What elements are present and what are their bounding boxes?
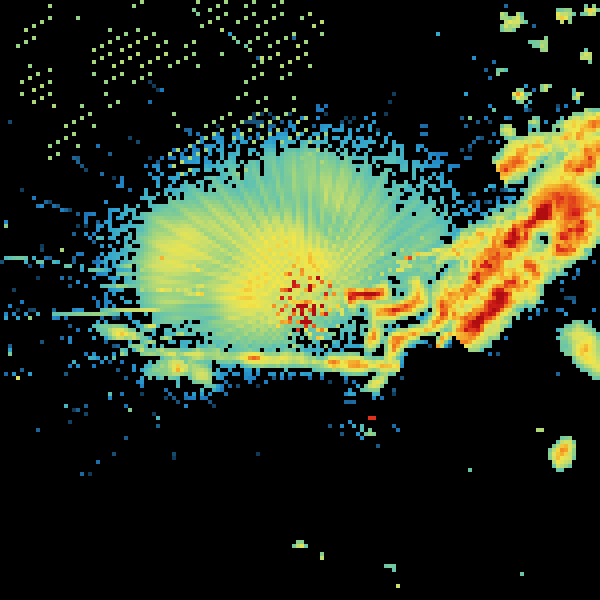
radar-display: Weather Radar Reflectivity PPI PPI refle… <box>0 0 600 600</box>
radar-reflectivity-canvas <box>0 0 600 600</box>
